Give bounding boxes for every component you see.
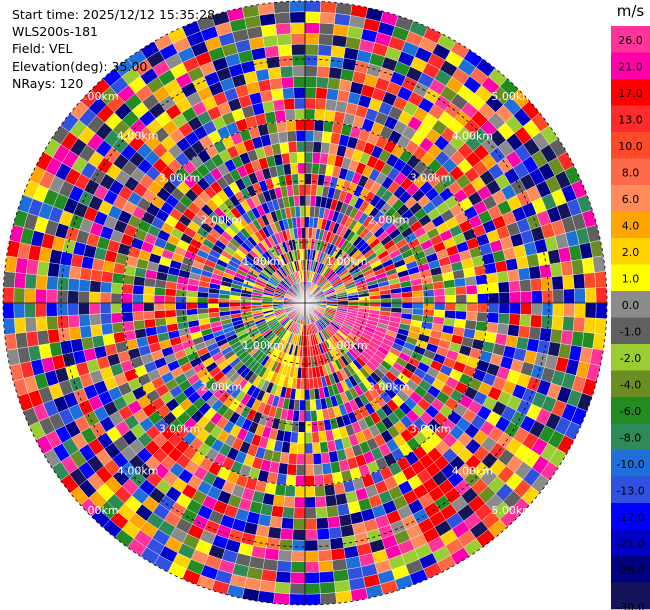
colorbar-tick-label: 10.0 <box>618 140 643 153</box>
colorbar-tick-label: 26.0 <box>618 34 643 47</box>
colorbar-tick-label: -4.0 <box>620 378 641 391</box>
colorbar-tick-label: -6.0 <box>620 405 641 418</box>
colorbar-tick-label: 4.0 <box>622 219 640 232</box>
colorbar-tick-label: 1.0 <box>622 272 640 285</box>
colorbar-tick-label: -21.0 <box>616 537 644 550</box>
colorbar-tick-label: -10.0 <box>616 458 644 471</box>
colorbar-unit-label: m/s <box>617 2 645 20</box>
colorbar-tick-label: 0.0 <box>622 299 640 312</box>
colorbar-tick-label: -13.0 <box>616 484 644 497</box>
colorbar-tick-label: -2.0 <box>620 352 641 365</box>
colorbar-tick-label: -1.0 <box>620 325 641 338</box>
colorbar-tick-label: -17.0 <box>616 511 644 524</box>
colorbar-tick-label: 17.0 <box>618 87 643 100</box>
colorbar-tick-label: -30.0 <box>616 601 644 610</box>
colorbar-tick-label: 8.0 <box>622 166 640 179</box>
colorbar-tick-label: 6.0 <box>622 193 640 206</box>
colorbar-tick-label: 2.0 <box>622 246 640 259</box>
colorbar-tick-label: 21.0 <box>618 60 643 73</box>
colorbar-tick-label: 13.0 <box>618 113 643 126</box>
velocity-field <box>2 0 608 606</box>
colorbar-tick-label: -26.0 <box>616 564 644 577</box>
colorbar-tick-label: -8.0 <box>620 431 641 444</box>
